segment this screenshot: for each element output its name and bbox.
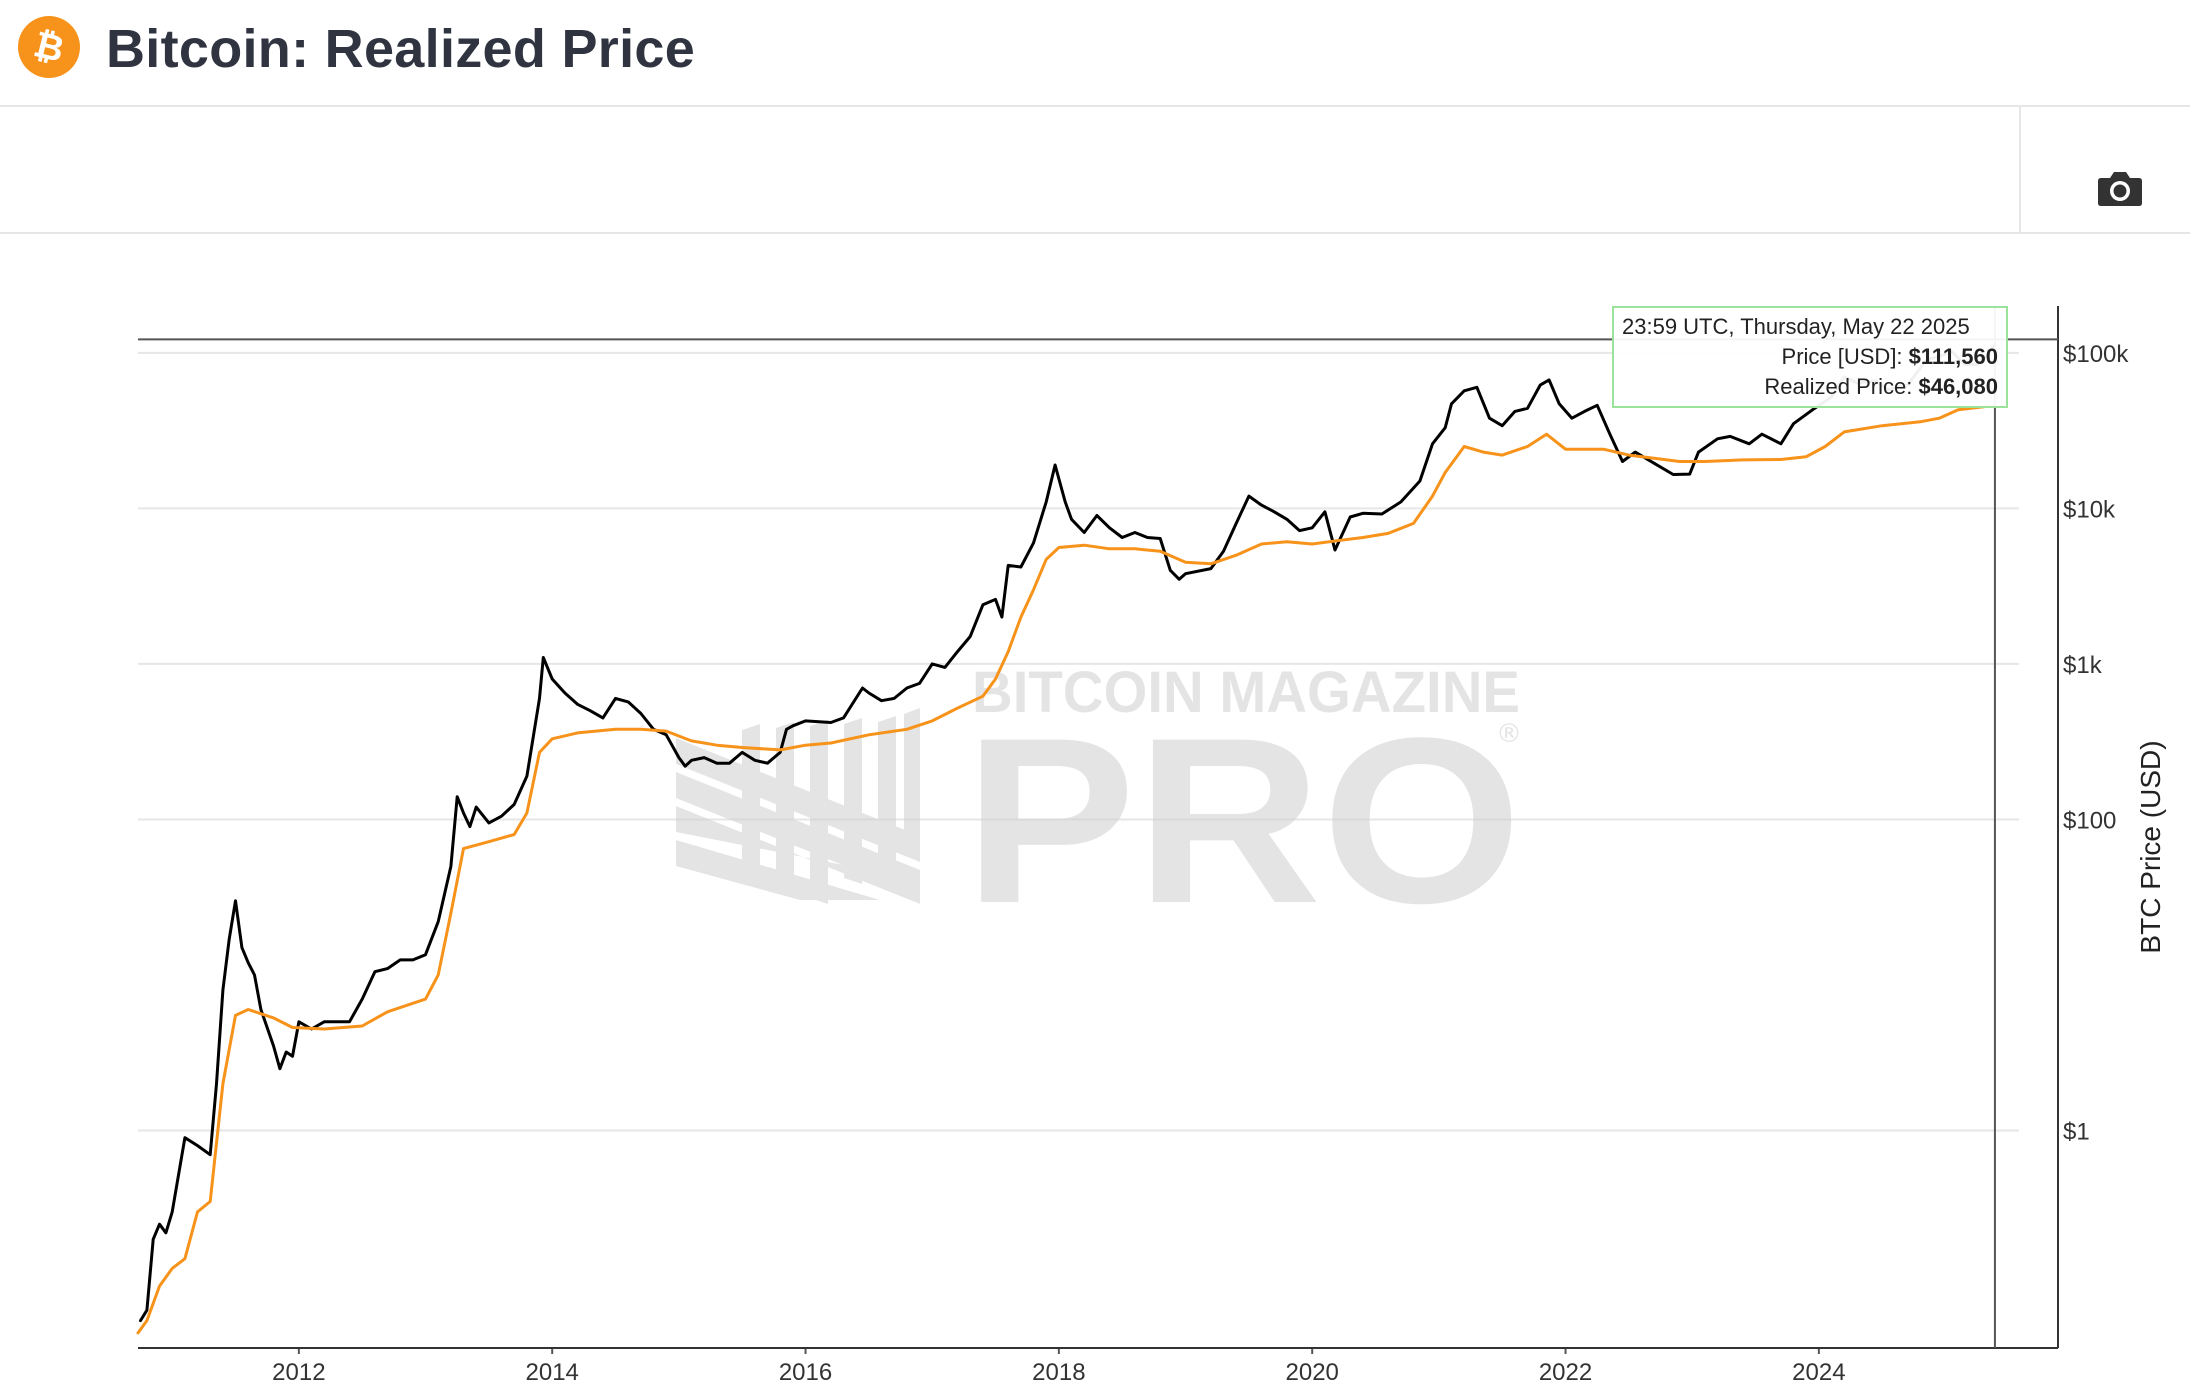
axis-labels: $1 $100 $1k $10k $100k 2012 2014 2016 2018 2020 20…: [272, 341, 2166, 1386]
y-tick-label: $100: [2063, 807, 2116, 834]
chart-toolbar: [0, 107, 2190, 234]
watermark-bar: [904, 708, 920, 850]
watermark: BITCOIN MAGAZINE PRO ®: [676, 660, 1522, 953]
watermark-bar: [742, 724, 760, 880]
watermark-registered-mark: ®: [1496, 719, 1522, 749]
watermark-bar: [810, 720, 828, 904]
x-tick-label: 2016: [779, 1359, 832, 1386]
x-tick-label: 2012: [272, 1359, 325, 1386]
page-title: Bitcoin: Realized Price: [106, 19, 696, 79]
tooltip-realized-label: Realized Price:: [1764, 374, 1919, 399]
tooltip-price-row: Price [USD]: $111,560: [1622, 342, 1998, 372]
page-header: ₿ Bitcoin: Realized Price: [0, 0, 2190, 107]
tooltip-price-label: Price [USD]:: [1781, 344, 1909, 369]
camera-icon[interactable]: [2097, 168, 2143, 208]
series-layer: [136, 343, 1997, 1335]
watermark-line1: BITCOIN MAGAZINE: [972, 660, 1520, 725]
axes: [138, 306, 2059, 1354]
watermark-line2: PRO: [964, 689, 1522, 953]
bitcoin-logo-circle: [18, 16, 80, 78]
tooltip-price-value: $111,560: [1908, 344, 1998, 369]
tooltip-realized-value: $46,080: [1918, 374, 1998, 399]
x-tick-label: 2024: [1792, 1359, 1845, 1386]
y-tick-label: $1: [2063, 1119, 2090, 1146]
x-tick-label: 2018: [1032, 1359, 1085, 1386]
watermark-bar: [776, 722, 794, 892]
toolbar-divider: [2019, 107, 2021, 232]
watermark-stripes-icon: [676, 708, 920, 904]
camera-lens: [2113, 184, 2127, 198]
bitcoin-logo-icon: ₿: [18, 16, 80, 78]
x-tick-label: 2022: [1539, 1359, 1592, 1386]
tooltip-date: 23:59 UTC, Thursday, May 22 2025: [1622, 314, 1970, 339]
price-series-line: [139, 343, 1997, 1323]
x-tick-label: 2020: [1286, 1359, 1339, 1386]
watermark-bar: [844, 718, 862, 884]
y-axis-title: BTC Price (USD): [2135, 740, 2166, 953]
realized-price-series-line: [136, 403, 1997, 1335]
hover-tooltip: 23:59 UTC, Thursday, May 22 2025 Price […: [1612, 306, 2008, 408]
y-tick-label: $10k: [2063, 496, 2116, 523]
tooltip-realized-row: Realized Price: $46,080: [1622, 372, 1998, 402]
grid-lines: [138, 351, 2019, 1132]
y-tick-label: $1k: [2063, 652, 2103, 679]
watermark-bar: [878, 716, 896, 864]
y-tick-label: $100k: [2063, 341, 2129, 368]
x-tick-label: 2014: [526, 1359, 579, 1386]
